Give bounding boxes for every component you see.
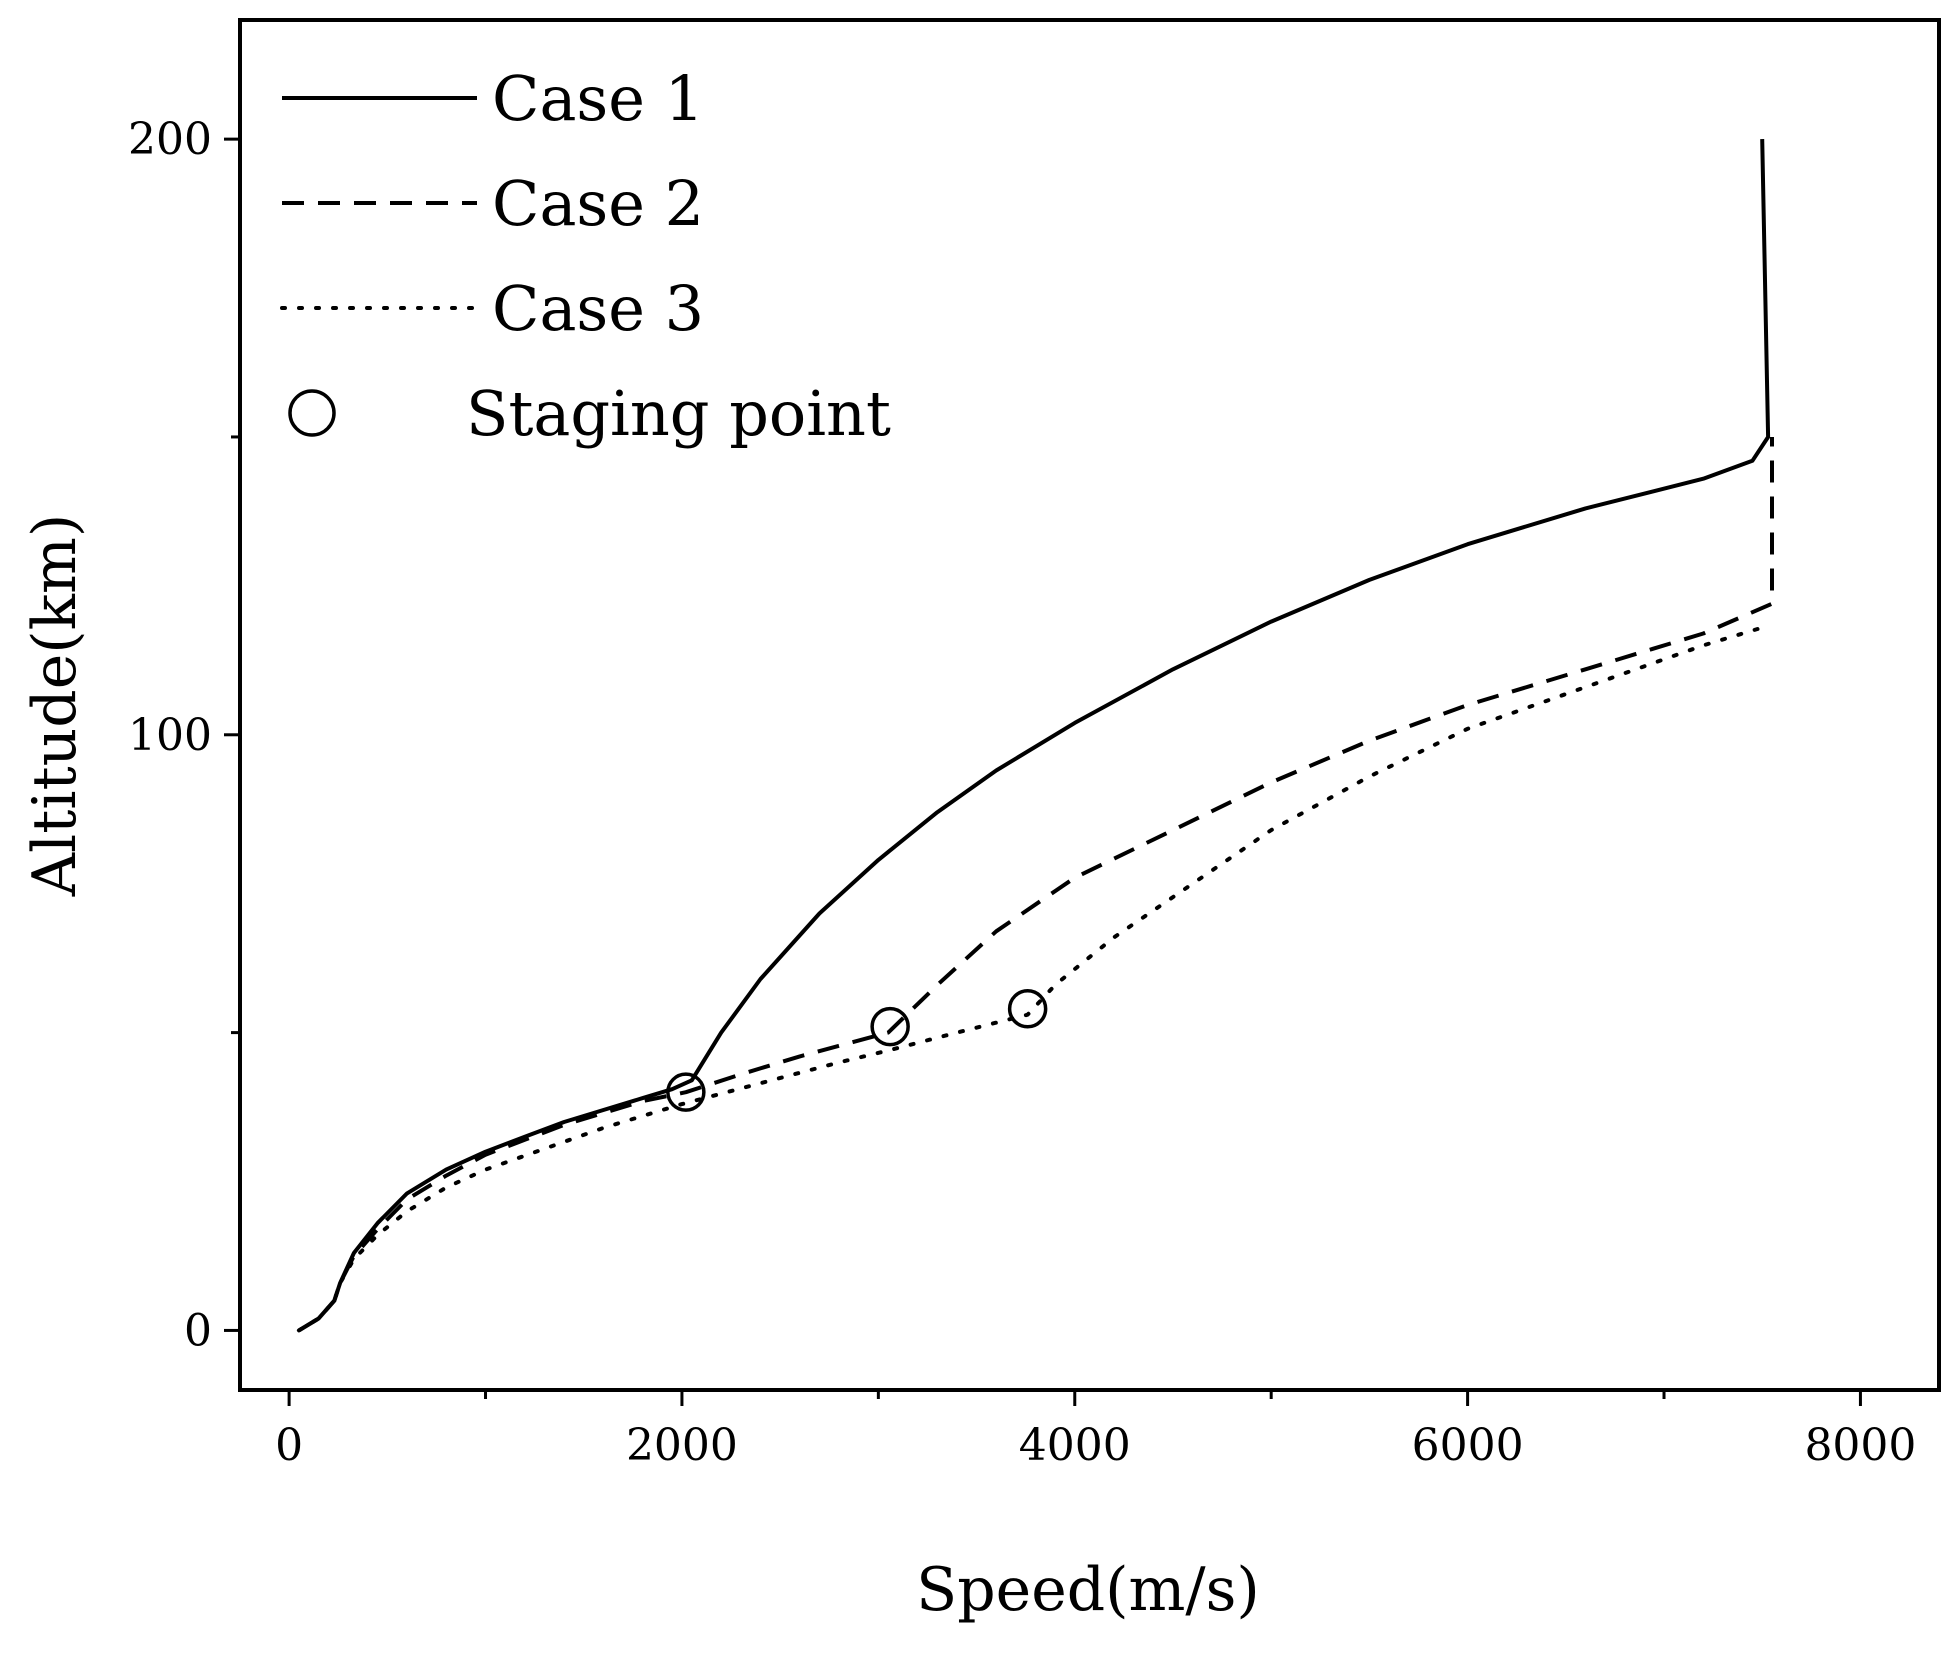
staging-point-marker — [870, 1006, 910, 1047]
axes: 0 2000 4000 6000 8000 0 100 200 — [128, 114, 1916, 1471]
y-tick-label: 100 — [128, 710, 212, 761]
y-axis-title: Altitude(km) — [20, 514, 90, 898]
markers-layer — [666, 989, 1048, 1112]
y-tick-label: 200 — [128, 114, 212, 165]
x-axis-title: Speed(m/s) — [916, 1555, 1260, 1625]
x-tick-label: 0 — [275, 1420, 303, 1471]
legend: Case 1 Case 2 Case 3 Staging point — [280, 62, 891, 450]
plot-frame — [238, 18, 1941, 1392]
series-line-case-2 — [297, 437, 1774, 1333]
x-tick-label: 6000 — [1412, 1420, 1524, 1471]
legend-staging-marker — [288, 389, 336, 437]
series-line-case-1 — [297, 139, 1771, 1333]
x-tick-label: 4000 — [1019, 1420, 1131, 1471]
y-tick-label: 0 — [184, 1305, 212, 1356]
legend-label-case-3: Case 3 — [492, 272, 704, 345]
x-tick-label: 2000 — [626, 1420, 738, 1471]
staging-point-marker — [666, 1072, 706, 1112]
series-layer — [296, 139, 1774, 1333]
staging-point-marker — [1007, 989, 1048, 1029]
legend-label-case-1: Case 1 — [492, 62, 704, 135]
series-line-case-3 — [296, 625, 1765, 1333]
x-tick-label: 8000 — [1804, 1420, 1916, 1471]
legend-label-case-2: Case 2 — [492, 167, 704, 240]
legend-label-staging-point: Staging point — [466, 377, 891, 450]
